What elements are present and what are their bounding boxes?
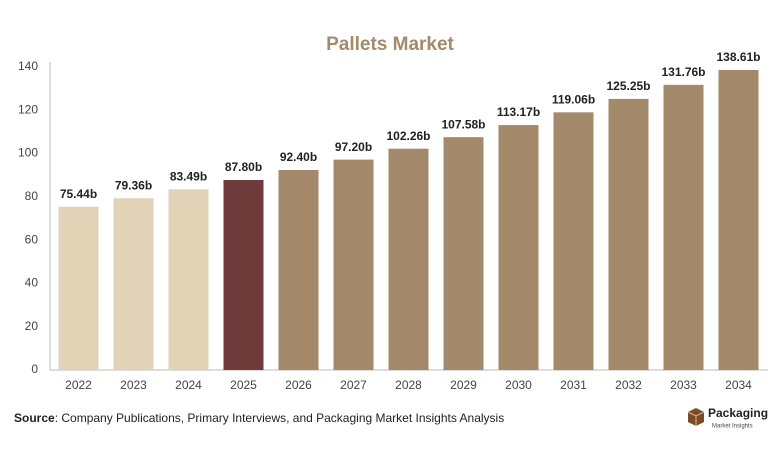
data-label: 75.44b bbox=[60, 187, 97, 201]
y-tick-label: 20 bbox=[25, 319, 39, 333]
chart-title: Pallets Market bbox=[326, 34, 454, 55]
y-tick-label: 120 bbox=[18, 102, 38, 116]
x-tick-label: 2031 bbox=[560, 378, 587, 392]
x-tick-label: 2032 bbox=[615, 378, 642, 392]
x-tick-label: 2028 bbox=[395, 378, 422, 392]
x-tick-label: 2022 bbox=[65, 378, 92, 392]
data-label: 83.49b bbox=[170, 169, 207, 183]
x-tick-label: 2026 bbox=[285, 378, 312, 392]
logo-tagline: Market Insights bbox=[712, 424, 753, 430]
data-label: 97.20b bbox=[335, 140, 372, 154]
x-tick-label: 2029 bbox=[450, 378, 477, 392]
bar bbox=[58, 206, 99, 370]
bar bbox=[388, 148, 429, 370]
logo-name: Packaging bbox=[708, 406, 768, 420]
bar bbox=[223, 179, 264, 370]
data-label: 107.58b bbox=[441, 117, 485, 131]
bar bbox=[113, 198, 154, 370]
data-label: 79.36b bbox=[115, 178, 152, 192]
y-tick-label: 140 bbox=[18, 59, 38, 73]
source-note: Source: Company Publications, Primary In… bbox=[14, 411, 504, 425]
x-tick-label: 2030 bbox=[505, 378, 532, 392]
bar bbox=[498, 125, 539, 371]
data-label: 138.61b bbox=[716, 50, 760, 64]
data-label: 125.25b bbox=[606, 79, 650, 93]
bar bbox=[718, 70, 759, 370]
x-tick-label: 2024 bbox=[175, 378, 202, 392]
y-tick-label: 80 bbox=[25, 189, 39, 203]
x-tick-label: 2033 bbox=[670, 378, 697, 392]
source-text: : Company Publications, Primary Intervie… bbox=[55, 411, 505, 425]
bar bbox=[333, 159, 374, 370]
y-tick-label: 40 bbox=[25, 276, 39, 290]
bar bbox=[608, 98, 649, 370]
logo: Packaging Market Insights bbox=[687, 406, 768, 430]
x-tick-label: 2034 bbox=[725, 378, 752, 392]
x-tick-label: 2023 bbox=[120, 378, 147, 392]
data-label: 92.40b bbox=[280, 150, 317, 164]
bar bbox=[443, 137, 484, 370]
y-tick-label: 100 bbox=[18, 146, 38, 160]
bar bbox=[168, 189, 209, 370]
data-label: 119.06b bbox=[552, 92, 595, 106]
x-tick-label: 2027 bbox=[340, 378, 367, 392]
data-label: 113.17b bbox=[497, 105, 540, 119]
source-label: Source bbox=[14, 411, 55, 425]
bar bbox=[663, 84, 704, 371]
data-label: 102.26b bbox=[386, 129, 430, 143]
y-tick-label: 0 bbox=[31, 362, 38, 376]
logo-icon-lines bbox=[687, 411, 705, 426]
data-label: 87.80b bbox=[225, 160, 262, 174]
y-tick-label: 60 bbox=[25, 232, 39, 246]
bar bbox=[278, 170, 319, 370]
bar bbox=[553, 112, 594, 371]
data-label: 131.76b bbox=[661, 65, 705, 79]
x-tick-label: 2025 bbox=[230, 378, 257, 392]
